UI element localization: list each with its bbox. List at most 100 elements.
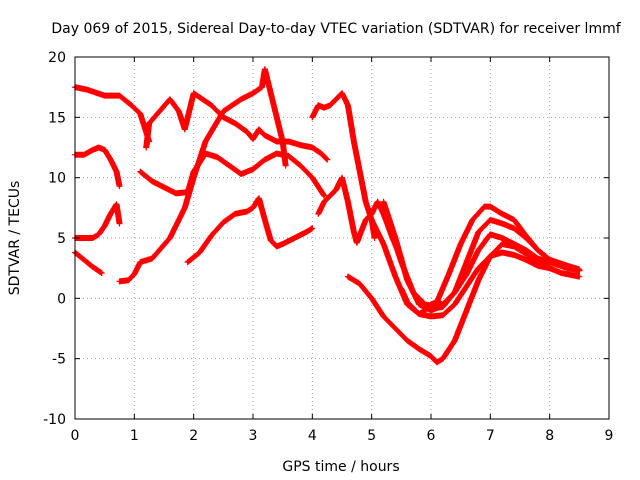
data-point [305,230,308,234]
data-point [162,186,166,189]
data-point [311,176,314,179]
data-point [299,143,302,147]
data-point [524,258,528,261]
data-point [91,265,95,269]
data-point [293,236,296,240]
data-point [578,275,581,278]
data-point [139,112,142,115]
series-arc-4 [72,249,105,276]
series-markers [72,144,123,190]
data-point [429,315,433,318]
data-point [346,200,350,203]
data-point [186,190,189,194]
data-point [340,92,344,95]
data-point [263,134,267,137]
data-point [251,137,255,141]
data-point [501,222,504,225]
data-point [91,236,95,240]
data-point [103,94,106,97]
data-point [483,205,486,208]
data-point [192,170,195,173]
y-tick-label: -10 [43,412,66,428]
data-point [328,104,332,107]
data-point [536,248,539,252]
data-point [269,92,272,95]
series-arc-14 [386,203,583,309]
data-point [400,287,403,290]
data-point [453,339,456,342]
data-point [284,164,287,167]
data-point [358,282,361,286]
data-point [382,242,385,246]
axis-ticks: 0 1 2 3 4 5 6 7 8 9 -10 -5 0 5 10 15 20 [43,50,613,444]
data-point [417,312,421,316]
data-point [257,196,261,200]
data-point [228,164,231,167]
data-point [447,273,450,276]
data-point [489,218,492,222]
data-point [465,309,468,312]
data-point [429,304,433,307]
x-axis-label: GPS time / hours [282,459,399,475]
data-point [548,266,551,270]
data-point [311,146,314,149]
data-point [239,172,243,176]
data-point [145,146,148,149]
series-arc-13 [380,198,583,314]
data-point [269,239,272,242]
data-point [91,148,95,152]
data-point [364,218,367,222]
data-point [97,233,100,236]
data-point [198,251,201,254]
data-point [471,218,474,222]
data-point [317,104,320,107]
data-point [334,188,338,191]
data-point [382,212,385,216]
data-point [311,116,314,119]
data-point [501,242,504,246]
data-point [501,212,504,216]
data-point [370,212,373,216]
data-point [364,200,367,203]
data-point [97,146,100,149]
data-point [501,251,504,254]
series-arc-1 [72,84,153,145]
data-point [251,92,255,95]
data-point [118,280,121,283]
data-point [370,297,373,300]
data-point [477,279,480,282]
series-markers [72,201,123,241]
data-point [548,258,551,261]
data-point [100,271,103,275]
data-point [109,158,112,161]
data-point [394,275,397,278]
data-point [441,357,445,360]
data-point [429,309,433,312]
data-point [373,236,376,240]
data-marks [72,66,583,366]
x-tick-label: 4 [308,428,317,444]
data-point [109,212,112,216]
data-point [536,257,539,260]
data-point [572,274,575,277]
data-point [118,94,121,97]
x-tick-label: 8 [545,428,554,444]
data-point [358,170,361,173]
series-markers [380,198,583,314]
y-tick-label: 5 [57,231,66,247]
data-point [234,212,237,216]
data-point [183,128,186,131]
data-point [346,275,350,278]
data-point [222,116,225,119]
data-point [477,230,480,234]
data-point [210,104,213,107]
data-point [536,264,539,267]
data-point [355,241,359,245]
data-point [325,158,329,161]
data-point [435,300,439,304]
series-markers [386,203,583,309]
data-point [512,242,516,246]
y-tick-label: 15 [48,110,66,126]
data-point [245,210,249,213]
series-arc-2 [72,144,123,190]
